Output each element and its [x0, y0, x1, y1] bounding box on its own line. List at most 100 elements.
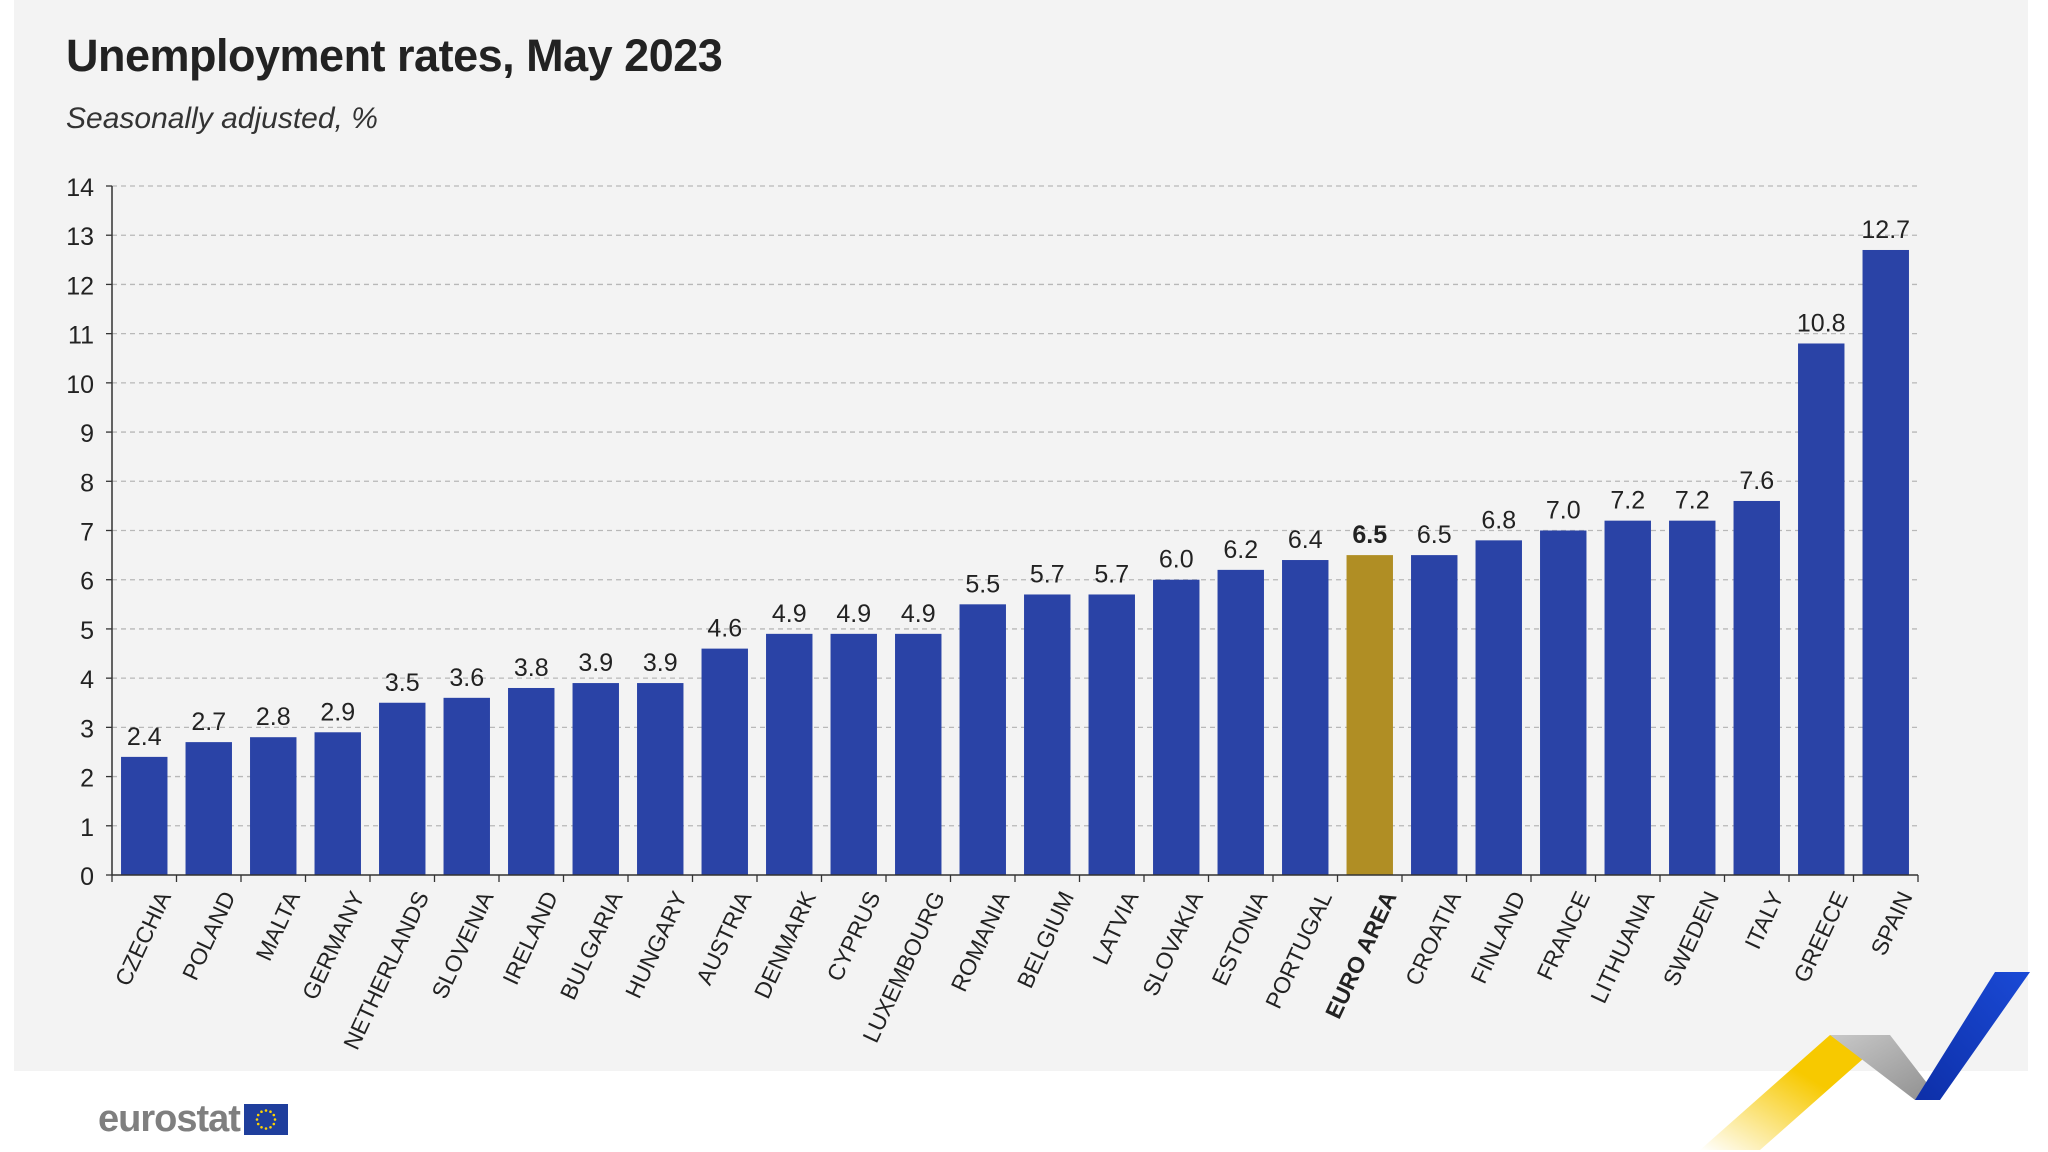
x-tick-label: CZECHIA — [110, 887, 177, 990]
bar — [250, 737, 297, 875]
y-tick-label: 7 — [80, 519, 94, 547]
x-tick-label: SPAIN — [1865, 887, 1917, 959]
bar-value-label: 5.7 — [1030, 560, 1065, 588]
x-tick-label: AUSTRIA — [691, 887, 757, 989]
axes — [106, 185, 1919, 882]
y-tick-label: 0 — [80, 863, 94, 891]
value-labels: 2.4 2.7 2.8 2.9 3.5 3.6 3.8 3.9 3.9 4.6 4.9 4.9 4.9 5… — [127, 216, 1910, 751]
bar — [1024, 594, 1071, 875]
eu-star — [272, 1122, 276, 1125]
bar-value-label: 12.7 — [1861, 216, 1910, 244]
x-tick-label: DENMARK — [749, 887, 821, 1003]
chart-title: Unemployment rates, May 2023 — [66, 30, 723, 81]
x-tick-label: BELGIUM — [1012, 887, 1079, 992]
x-tick-label: LITHUANIA — [1585, 887, 1660, 1007]
x-tick-label: CROATIA — [1400, 887, 1466, 990]
x-tick-label: MALTA — [250, 887, 305, 965]
bar-value-label: 6.2 — [1223, 536, 1258, 564]
bar — [637, 683, 684, 875]
bar-value-label: 6.5 — [1352, 521, 1387, 549]
x-tick-label: CYPRUS — [821, 887, 885, 985]
y-tick-label: 3 — [80, 715, 94, 743]
bar-value-label: 4.9 — [836, 600, 871, 628]
bar-value-label: 6.0 — [1159, 546, 1194, 574]
bar — [185, 742, 232, 875]
eu-star — [264, 1108, 268, 1112]
y-tick-label: 14 — [66, 174, 94, 202]
bar-value-label: 2.7 — [191, 708, 226, 736]
y-tick-label: 11 — [68, 322, 94, 350]
x-tick-label: PORTUGAL — [1260, 887, 1337, 1012]
bar-value-label: 3.6 — [449, 664, 484, 692]
eu-star — [272, 1113, 276, 1116]
bar — [1798, 343, 1845, 875]
bar-value-label: 4.9 — [772, 600, 807, 628]
ribbon-blue-shape — [1915, 972, 2030, 1100]
bar — [1153, 579, 1200, 875]
x-tick-label: FRANCE — [1531, 887, 1595, 984]
x-tick-label: SLOVAKIA — [1137, 887, 1208, 1000]
eu-star — [255, 1117, 259, 1121]
bar-value-label: 3.9 — [578, 649, 613, 677]
eu-star — [264, 1126, 268, 1130]
eu-star — [256, 1122, 260, 1125]
bar-value-label: 3.8 — [514, 654, 549, 682]
bar — [1733, 500, 1780, 875]
bar — [895, 633, 942, 875]
bar — [508, 687, 555, 875]
bar — [1282, 560, 1329, 875]
x-tick-label: GERMANY — [297, 887, 370, 1003]
bar-euro-area — [1346, 555, 1393, 875]
y-tick-label: 8 — [80, 469, 94, 497]
decorative-ribbon — [1700, 972, 2030, 1150]
y-tick-label: 2 — [80, 765, 94, 793]
eu-star — [260, 1125, 263, 1129]
x-tick-label: POLAND — [177, 887, 241, 984]
y-tick-label: 5 — [80, 617, 94, 645]
bar-value-label: 5.7 — [1094, 560, 1129, 588]
bar-value-label: 7.2 — [1675, 487, 1710, 515]
bar — [121, 756, 168, 875]
y-tick-label: 13 — [66, 223, 94, 251]
bar-value-label: 4.6 — [707, 615, 742, 643]
eu-star — [269, 1109, 272, 1113]
bar — [1862, 249, 1909, 875]
y-tick-label: 9 — [80, 420, 94, 448]
bar — [766, 633, 813, 875]
bar — [572, 683, 619, 875]
bar-value-label: 10.8 — [1797, 309, 1846, 337]
bar-value-label: 6.5 — [1417, 521, 1452, 549]
bar — [1604, 520, 1651, 875]
bar-value-label: 7.0 — [1546, 497, 1581, 525]
eu-star — [273, 1117, 277, 1121]
bar-value-label: 3.9 — [643, 649, 678, 677]
bar-value-label: 4.9 — [901, 600, 936, 628]
x-tick-label: ROMANIA — [946, 887, 1015, 996]
bar — [1088, 594, 1135, 875]
eu-star — [260, 1109, 263, 1113]
y-tick-label: 6 — [80, 568, 94, 596]
bar — [379, 702, 426, 875]
x-tick-label: HUNGARY — [620, 887, 692, 1002]
bar-value-label: 6.8 — [1481, 506, 1516, 534]
x-tick-label: LATVIA — [1087, 887, 1144, 969]
ribbon-grey-shape — [1830, 1035, 1940, 1100]
eu-star — [269, 1125, 272, 1129]
eu-flag-icon — [243, 1103, 288, 1135]
bar-value-label: 2.8 — [256, 703, 291, 731]
bar-value-label: 2.9 — [320, 698, 355, 726]
x-tick-label: BULGARIA — [555, 887, 628, 1004]
logo-text: eurostat — [98, 1097, 241, 1140]
bar-value-label: 3.5 — [385, 669, 420, 697]
bar — [959, 604, 1006, 875]
y-tick-label: 4 — [80, 666, 94, 694]
bar — [314, 732, 361, 875]
chart-subtitle: Seasonally adjusted, % — [66, 102, 378, 135]
bar-value-label: 6.4 — [1288, 526, 1323, 554]
x-tick-label: IRELAND — [497, 887, 563, 988]
bar — [1540, 530, 1587, 875]
bars — [121, 249, 1909, 875]
x-tick-label: FINLAND — [1465, 887, 1530, 987]
